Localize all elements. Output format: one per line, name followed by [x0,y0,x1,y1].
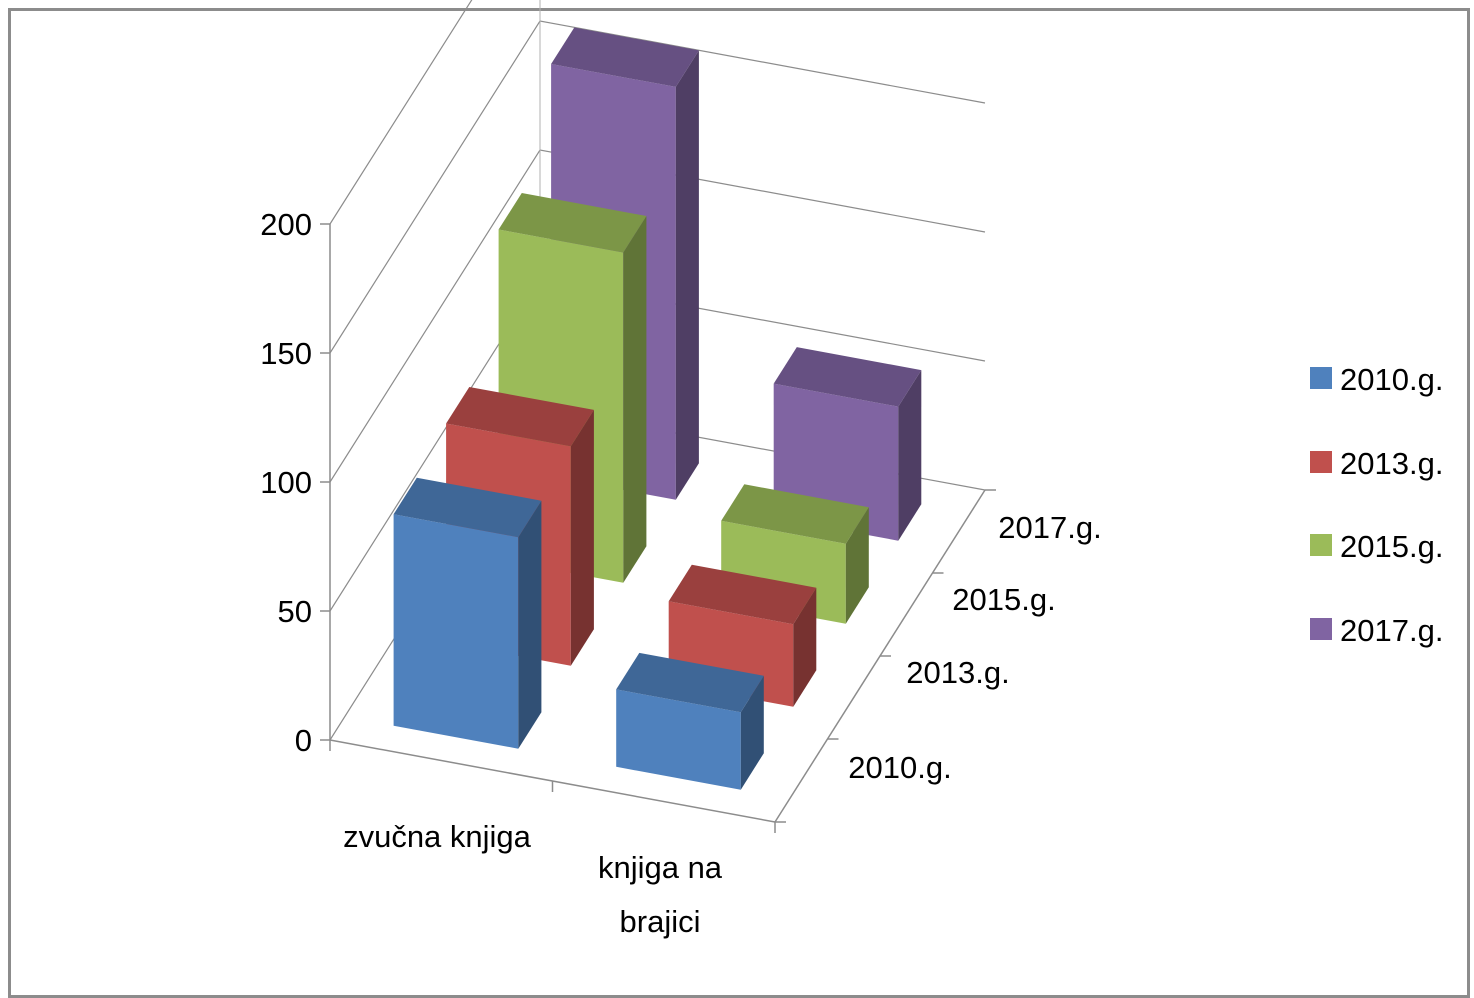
depth-category-label: 2013.g. [906,655,1009,690]
x-category-label: brajici [620,904,701,939]
gridline [329,0,473,225]
legend-swatch [1310,367,1332,389]
bar-front [616,689,741,790]
legend-swatch [1310,618,1332,640]
bar-side [898,370,922,541]
bar-top [498,193,647,253]
depth-category-label: 2017.g. [998,510,1101,545]
legend-swatch [1310,451,1332,473]
bar-side [518,500,542,749]
bar [393,477,542,749]
axis-labels: 0 50 100 150 200 zvučna knjiga knjiga na brajic… [260,207,1101,939]
y-tick-label: 50 [278,594,312,629]
x-category-label: knjiga na [598,850,723,885]
bars [393,27,922,790]
x-category-label: zvučna knjiga [343,819,532,854]
legend-label: 2015.g. [1340,529,1443,564]
bar-top [393,477,542,538]
bar-side [675,50,699,500]
y-tick-label: 200 [260,207,312,242]
legend: 2010.g. 2013.g. 2015.g. 2017.g. [1310,362,1443,648]
legend-label: 2017.g. [1340,613,1443,648]
bar [616,652,764,790]
bar-top [721,484,869,544]
depth-category-label: 2015.g. [952,582,1055,617]
bar-top [616,652,764,713]
bar-top [773,347,922,407]
legend-label: 2010.g. [1340,362,1443,397]
y-tick-label: 100 [260,465,312,500]
depth-category-label: 2010.g. [848,750,951,785]
legend-label: 2013.g. [1340,446,1443,481]
legend-swatch [1310,534,1332,556]
bar-top [446,387,594,447]
bar-side [845,507,869,624]
bar-side [570,409,594,666]
bar-front [393,514,519,749]
bar-side [793,587,817,707]
axes [320,223,996,833]
y-tick-label: 150 [260,336,312,371]
bar-top [551,27,699,87]
bar-side [623,216,647,583]
bar-top [668,564,817,625]
y-tick-label: 0 [295,723,312,758]
bar-side [740,675,764,790]
